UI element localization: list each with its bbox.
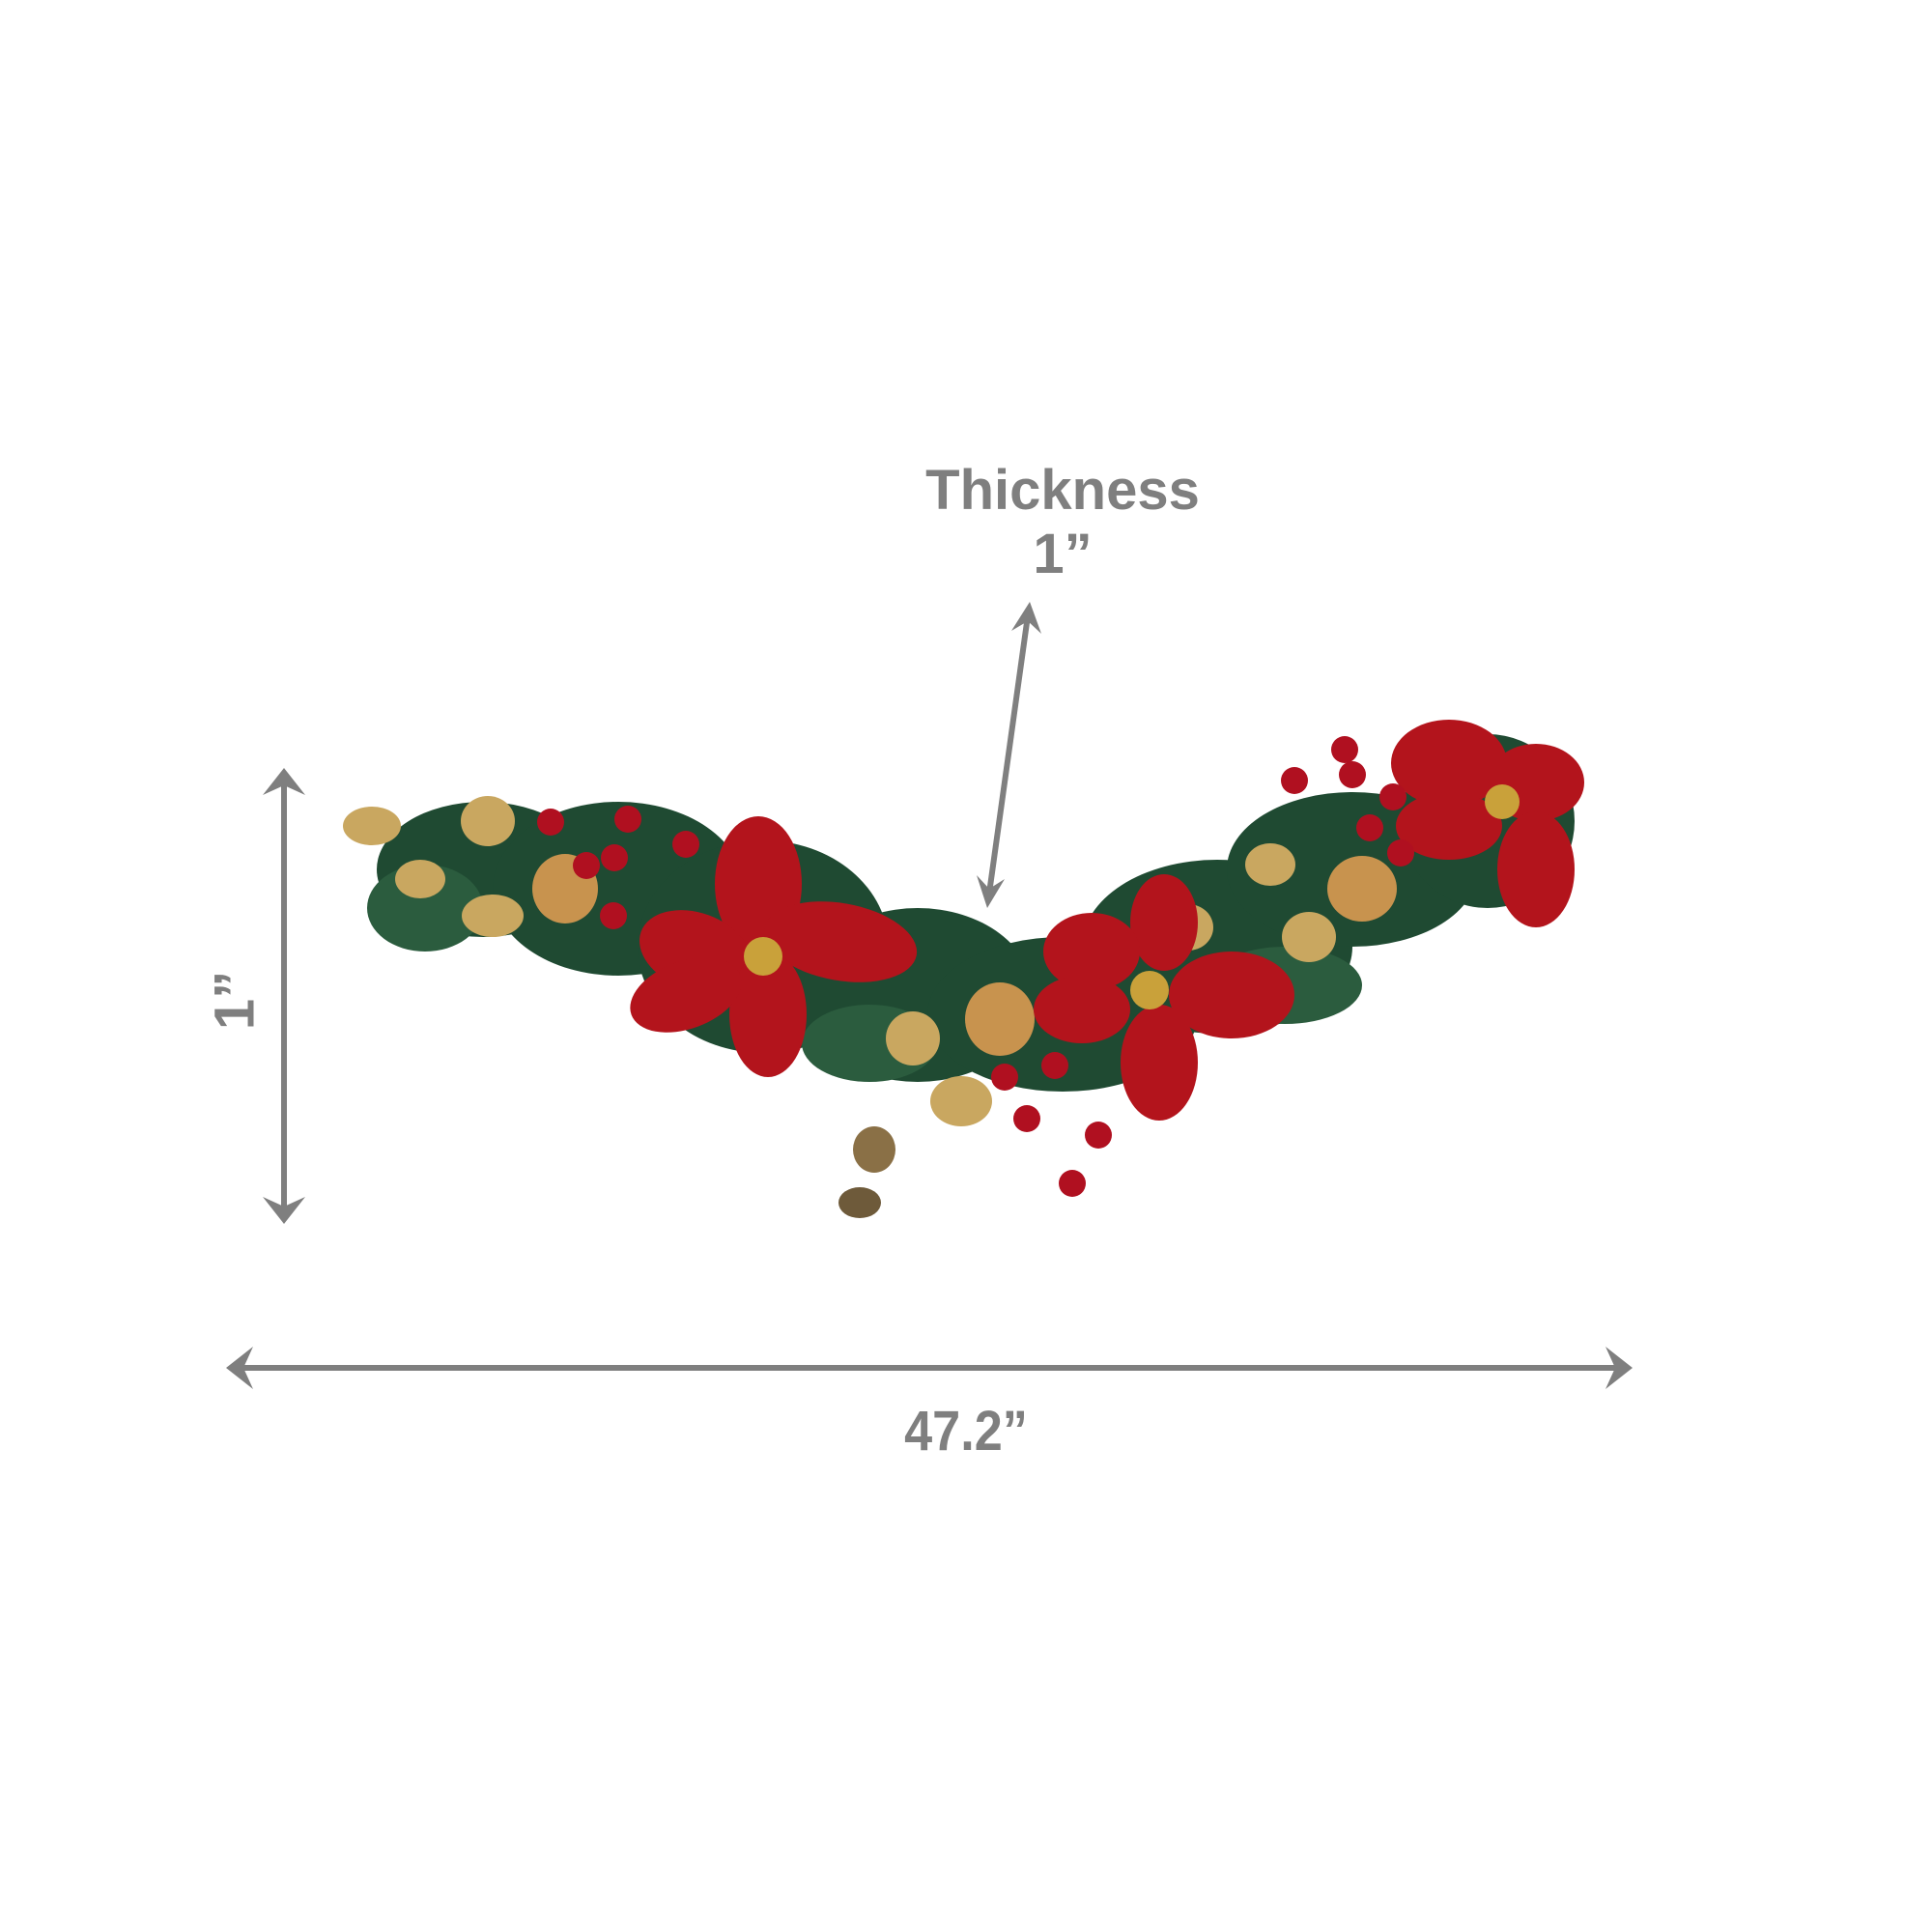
- poinsettia-center: [1034, 874, 1294, 1121]
- red-berries: [537, 736, 1414, 1197]
- width-value: 47.2”: [904, 1400, 1028, 1463]
- thickness-value: 1”: [1033, 523, 1093, 585]
- thickness-arrow: [977, 602, 1041, 908]
- width-arrow: [226, 1347, 1633, 1389]
- height-arrow: [263, 768, 305, 1224]
- thickness-label: Thickness: [925, 459, 1200, 522]
- gold-leaves: [343, 796, 1336, 1218]
- height-value: 1”: [203, 970, 267, 1031]
- poinsettia-right: [1391, 720, 1584, 927]
- poinsettia-left: [630, 816, 918, 1077]
